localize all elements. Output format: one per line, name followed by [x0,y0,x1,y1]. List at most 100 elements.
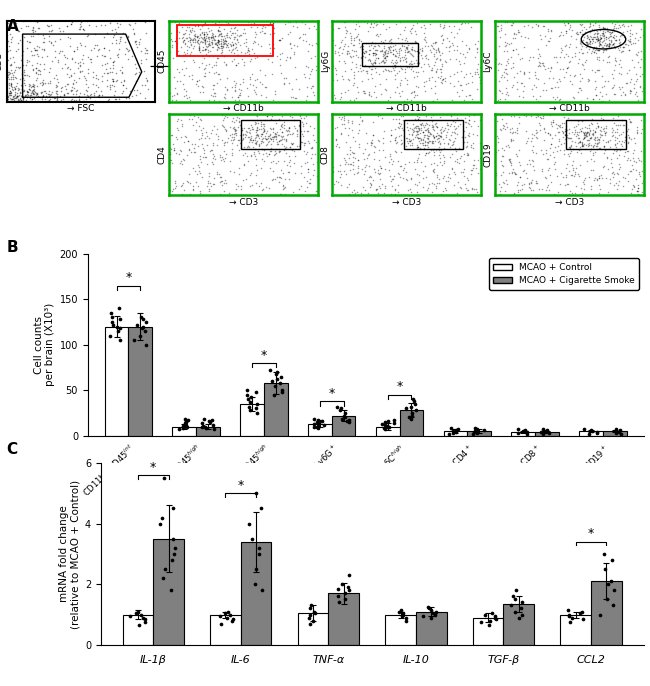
Point [214,25,225,36]
Point [237,150,248,161]
Point [577,58,588,69]
Point [294,121,304,132]
Point [215,29,226,40]
Point [565,185,575,196]
Point [340,21,350,32]
Point [38,29,48,40]
Point [623,145,633,156]
Point [390,51,400,62]
Point [367,36,377,47]
Point [301,36,311,47]
Point [108,73,118,84]
Point [74,57,85,68]
Point [528,140,538,151]
Point [359,48,369,59]
Point [384,43,395,54]
Point [91,72,101,83]
Point [616,47,626,58]
Point [507,163,517,174]
Point [293,141,304,152]
Point [517,183,527,194]
Point [68,78,78,89]
Point [206,32,216,43]
Point [36,86,46,97]
Point [3,40,14,51]
Point [402,185,413,196]
Point [599,23,610,34]
Point [616,69,626,80]
Point [189,33,200,44]
Point [207,61,218,72]
Point [198,34,209,45]
Point [539,123,549,134]
Point [50,45,60,56]
Point [208,32,218,43]
Point [394,44,404,55]
Point [394,65,404,76]
Point [593,35,604,46]
Point [256,131,266,142]
Point [298,137,309,148]
Point [257,21,268,32]
Point [438,16,448,27]
Point [603,164,614,175]
Point [347,152,358,163]
Point [233,58,243,69]
Point [432,128,443,139]
Point [592,174,602,185]
Point [358,41,369,52]
Point [19,86,29,97]
Point [292,125,303,136]
Point [231,139,242,150]
Bar [210,615,240,645]
Point [435,138,445,149]
Point [3,54,13,65]
Point [625,34,635,45]
Point [504,127,515,138]
Point [196,128,207,139]
Point [207,84,218,95]
Point [101,63,111,74]
Point [129,29,140,40]
Point [471,162,481,173]
Point [166,186,177,197]
Point [437,34,448,45]
Point [142,76,152,87]
Point [384,165,395,176]
Point [347,56,358,67]
Point [199,34,209,45]
Point [411,29,421,40]
Point [254,123,265,134]
Point [439,138,449,149]
Point [2,94,12,105]
Point [218,35,228,46]
Point [398,110,408,121]
Point [578,178,589,189]
Point [597,54,608,65]
Point [6,78,16,89]
Point [223,42,233,53]
Point [599,161,610,172]
Point [251,138,261,149]
Point [555,179,566,190]
Point [625,116,635,127]
Point [580,96,591,107]
Point [341,24,351,35]
Point [2,91,12,102]
Point [627,164,638,175]
Point [233,37,243,48]
Point [546,139,556,150]
Point [208,41,218,52]
Point [365,45,375,56]
Point [452,75,463,86]
Point [623,137,633,148]
Point [424,135,435,146]
Point [215,152,226,163]
Point [340,412,350,423]
Point [368,130,378,141]
Point [564,150,574,161]
Point [299,140,309,151]
Point [462,137,473,147]
Point [450,143,461,154]
Point [235,89,245,100]
